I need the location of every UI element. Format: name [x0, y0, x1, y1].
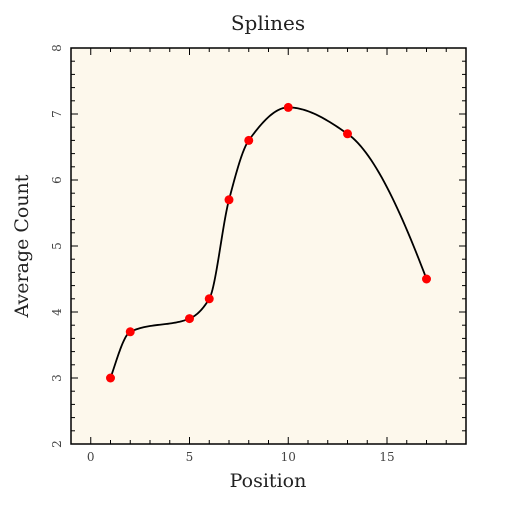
y-tick-label: 6: [50, 176, 64, 184]
data-point: [106, 373, 115, 383]
y-tick-label: 2: [50, 440, 64, 448]
data-point: [422, 274, 431, 284]
y-tick-label: 8: [50, 44, 64, 52]
plot-background: [71, 48, 466, 444]
data-point: [125, 327, 135, 337]
y-tick-label: 3: [50, 374, 64, 382]
x-tick-label: 10: [281, 450, 296, 464]
y-tick-label: 4: [50, 308, 64, 316]
data-point: [224, 195, 234, 205]
x-axis-label: Position: [230, 470, 307, 492]
data-point: [244, 135, 254, 145]
data-point: [204, 294, 214, 304]
data-point: [185, 314, 194, 324]
data-points: [106, 102, 431, 383]
y-axis-label: Average Count: [11, 174, 33, 318]
x-tick-label: 15: [379, 450, 394, 464]
x-tick-label: 0: [87, 450, 95, 464]
data-point: [343, 129, 352, 139]
data-point: [283, 102, 293, 112]
tick-labels: 0 5 10 15 2 3 4 5 6 7 8: [50, 44, 395, 464]
plot-frame: [70, 47, 467, 445]
y-tick-label: 7: [50, 110, 64, 118]
x-tick-label: 5: [186, 450, 194, 464]
y-tick-label: 5: [50, 242, 64, 250]
chart-title: Splines: [231, 11, 305, 35]
